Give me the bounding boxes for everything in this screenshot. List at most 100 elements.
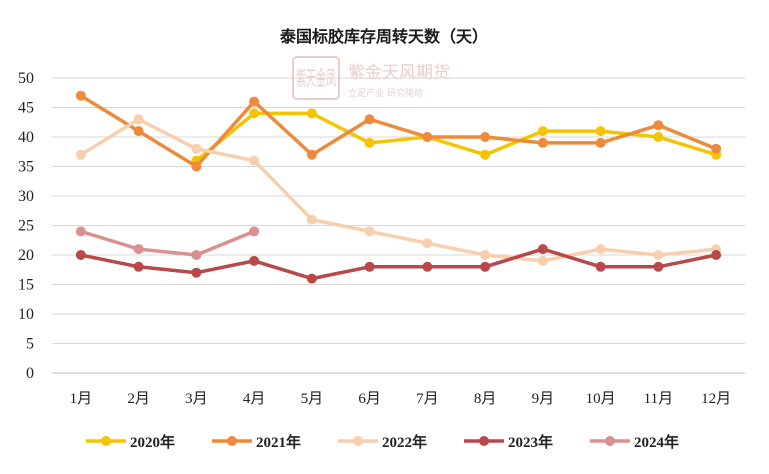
data-point bbox=[537, 126, 548, 137]
legend-label: 2020年 bbox=[130, 433, 175, 451]
data-point bbox=[653, 250, 664, 260]
y-tick-label: 50 bbox=[18, 70, 34, 87]
data-point bbox=[480, 261, 491, 272]
data-point bbox=[422, 238, 433, 249]
data-point bbox=[133, 114, 144, 125]
data-point bbox=[75, 250, 86, 260]
data-point bbox=[191, 267, 202, 278]
legend-label: 2022年 bbox=[382, 433, 427, 451]
legend-item: 2020年 bbox=[86, 433, 175, 451]
data-point bbox=[75, 226, 86, 237]
data-point bbox=[537, 244, 548, 255]
x-tick-label: 12月 bbox=[701, 391, 731, 407]
legend-item: 2024年 bbox=[590, 433, 679, 451]
data-point bbox=[595, 244, 606, 255]
data-point bbox=[249, 255, 260, 266]
y-tick-label: 30 bbox=[18, 188, 34, 205]
data-point bbox=[653, 261, 664, 272]
data-point bbox=[422, 261, 433, 272]
x-axis-ticks: 1月 2月 3月 4月 5月 6月 7月 8月 9月 10月 11月 12月 bbox=[70, 391, 732, 407]
data-point bbox=[364, 114, 375, 125]
legend-swatch-marker bbox=[605, 436, 615, 446]
x-tick-label: 2月 bbox=[127, 391, 150, 407]
data-point bbox=[249, 108, 260, 119]
data-point bbox=[480, 149, 491, 160]
data-point bbox=[480, 132, 491, 142]
legend-item: 2022年 bbox=[338, 433, 427, 451]
data-point bbox=[306, 149, 317, 160]
data-point bbox=[364, 226, 375, 237]
legend-item: 2023年 bbox=[464, 433, 553, 451]
series-2021年 bbox=[75, 90, 722, 172]
x-tick-label: 4月 bbox=[243, 391, 266, 407]
data-point bbox=[653, 132, 664, 142]
x-tick-label: 6月 bbox=[358, 391, 381, 407]
series-2024年 bbox=[75, 226, 260, 260]
series-2022年 bbox=[75, 114, 722, 266]
y-tick-label: 10 bbox=[18, 306, 34, 323]
data-point bbox=[595, 137, 606, 148]
data-point bbox=[133, 244, 144, 255]
y-tick-label: 25 bbox=[18, 218, 34, 235]
legend-label: 2021年 bbox=[256, 433, 301, 451]
y-tick-label: 15 bbox=[18, 277, 34, 294]
data-point bbox=[537, 255, 548, 266]
legend-item: 2021年 bbox=[212, 433, 301, 451]
data-point bbox=[711, 250, 722, 260]
y-tick-label: 0 bbox=[26, 365, 34, 382]
y-tick-label: 20 bbox=[18, 247, 34, 264]
data-point bbox=[249, 226, 260, 237]
x-tick-label: 8月 bbox=[474, 391, 497, 407]
data-point bbox=[133, 261, 144, 272]
data-point bbox=[364, 137, 375, 148]
y-axis-ticks: 0 5 10 15 20 25 30 35 40 45 50 bbox=[18, 70, 34, 382]
x-tick-label: 9月 bbox=[532, 391, 555, 407]
legend-label: 2023年 bbox=[508, 433, 553, 451]
data-point bbox=[249, 96, 260, 107]
data-point bbox=[133, 126, 144, 137]
data-point bbox=[306, 214, 317, 225]
data-point bbox=[191, 161, 202, 172]
x-tick-label: 3月 bbox=[185, 391, 208, 407]
x-tick-label: 1月 bbox=[70, 391, 93, 407]
watermark-company: 紫金天风期货 bbox=[348, 63, 450, 83]
legend-swatch-marker bbox=[353, 436, 363, 446]
legend-swatch-marker bbox=[227, 436, 237, 446]
x-tick-label: 11月 bbox=[644, 391, 673, 407]
y-tick-label: 45 bbox=[18, 100, 34, 117]
series-line bbox=[79, 94, 717, 169]
data-point bbox=[306, 108, 317, 119]
x-tick-label: 5月 bbox=[301, 391, 324, 407]
data-point bbox=[537, 137, 548, 148]
data-point bbox=[480, 250, 491, 260]
data-point bbox=[191, 143, 202, 154]
data-point bbox=[191, 250, 202, 260]
data-point bbox=[75, 90, 86, 101]
legend-label: 2024年 bbox=[634, 433, 679, 451]
y-tick-label: 40 bbox=[18, 129, 34, 146]
chart-title: 泰国标胶库存周转天数（天） bbox=[279, 27, 488, 46]
y-tick-label: 5 bbox=[26, 336, 34, 353]
legend: 2020年 2021年 2022年 2023年 2024年 bbox=[86, 433, 679, 451]
data-point bbox=[595, 261, 606, 272]
data-point bbox=[422, 132, 433, 142]
data-point bbox=[711, 143, 722, 154]
data-point bbox=[653, 120, 664, 131]
data-point bbox=[75, 149, 86, 160]
data-point bbox=[595, 126, 606, 137]
watermark-slogan: 立足产业 研究驱动 bbox=[348, 87, 423, 99]
legend-swatch-marker bbox=[101, 436, 111, 446]
series-2023年 bbox=[75, 244, 722, 284]
data-point bbox=[364, 261, 375, 272]
grid-lines bbox=[52, 77, 745, 374]
x-tick-label: 7月 bbox=[416, 391, 439, 407]
data-point bbox=[249, 155, 260, 166]
series-group bbox=[75, 90, 722, 284]
y-tick-label: 35 bbox=[18, 159, 34, 176]
x-tick-label: 10月 bbox=[586, 391, 616, 407]
data-point bbox=[306, 273, 317, 284]
series-line bbox=[79, 117, 717, 263]
legend-swatch-marker bbox=[479, 436, 489, 446]
series-line bbox=[80, 229, 255, 257]
